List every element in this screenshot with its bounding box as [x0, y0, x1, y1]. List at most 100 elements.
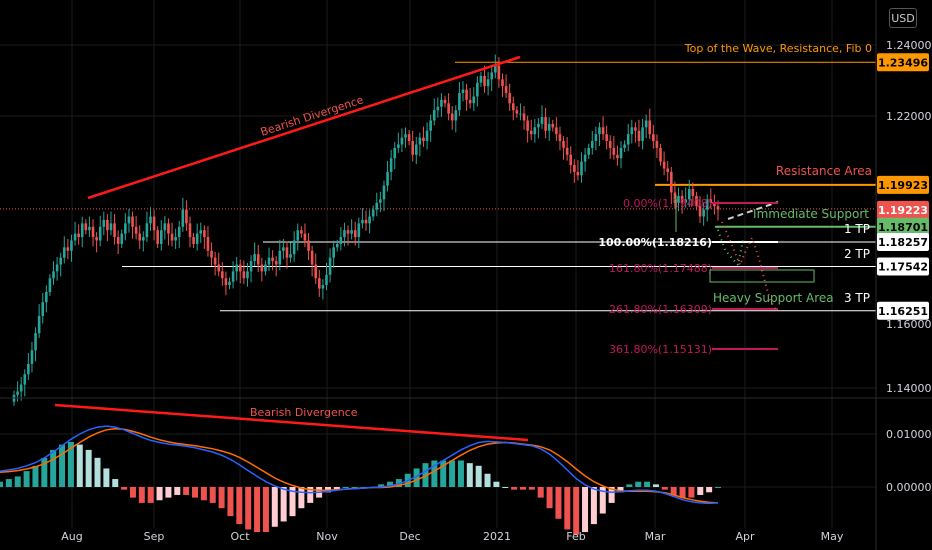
candle-body [637, 130, 641, 142]
candle-body [181, 209, 185, 227]
candle-body [235, 264, 238, 272]
candle-body [695, 195, 698, 207]
candle-body [274, 261, 278, 265]
macd-histogram-bar [59, 444, 66, 487]
candle-body [34, 333, 37, 351]
candle-body [533, 127, 537, 135]
macd-histogram-bar [174, 487, 181, 495]
macd-histogram-bar [165, 487, 172, 498]
candle-body [131, 216, 134, 227]
time-axis-label: Oct [230, 530, 250, 543]
macd-histogram-bar [670, 487, 677, 495]
candle-body [626, 134, 630, 145]
candle-body [346, 230, 350, 234]
candle-body [386, 171, 389, 186]
candle-body [411, 141, 414, 155]
candle-body [289, 254, 292, 258]
macd-histogram-bar [679, 487, 686, 498]
candle-body [580, 161, 583, 176]
candle-body [307, 240, 310, 251]
currency-badge[interactable]: USD [889, 8, 917, 28]
candle-body [508, 93, 511, 104]
fib-level-label: 161.80%(1.17488) [609, 262, 712, 275]
candle-body [59, 257, 62, 265]
candle-body [163, 223, 167, 231]
candle-body [95, 237, 98, 241]
price-tag [877, 301, 929, 320]
candle-body [670, 171, 673, 193]
candle-body [350, 230, 353, 234]
bearish-divergence-trendline [87, 55, 521, 200]
candle-body [630, 127, 634, 135]
macd-histogram-bar [333, 487, 340, 490]
macd-histogram-bar [307, 487, 314, 503]
candle-body [195, 233, 199, 244]
candle-body [590, 141, 594, 148]
candle-body [199, 230, 203, 234]
candle-body [555, 127, 558, 135]
candle-body [264, 264, 267, 272]
macd-histogram-bar [289, 487, 296, 517]
candle-body [655, 141, 659, 148]
candle-body [414, 144, 418, 155]
macd-histogram-bar [413, 468, 420, 487]
macd-histogram-bar [103, 468, 110, 487]
candle-body [389, 158, 393, 172]
macd-histogram-bar [192, 487, 199, 498]
candle-body [45, 291, 48, 303]
candle-body [62, 247, 66, 258]
time-axis-label: May [821, 530, 844, 543]
candle-body [562, 141, 565, 148]
macd-histogram-bar [537, 487, 544, 498]
candle-body [102, 219, 106, 227]
candle-body [77, 233, 80, 238]
candle-body [16, 391, 19, 395]
candle-body [177, 226, 181, 238]
macd-histogram-bar [218, 487, 225, 509]
candle-body [285, 247, 289, 258]
candle-body [303, 233, 307, 241]
macd-histogram-bar [262, 487, 269, 533]
candle-body [608, 141, 612, 148]
candle-body [246, 271, 249, 279]
macd-histogram-bar [582, 487, 589, 533]
candle-body [515, 110, 519, 114]
macd-histogram-bar [254, 487, 261, 533]
macd-histogram-bar [493, 481, 500, 487]
candle-body [594, 134, 598, 142]
candle-body [37, 315, 41, 334]
macd-bearish-divergence-trendline [54, 403, 529, 442]
candle-body [271, 257, 274, 262]
macd-pane[interactable]: 0.01000 0.00000 Bearish Divergence [0, 403, 932, 535]
macd-histogram-bar [519, 487, 526, 490]
candle-body [641, 127, 644, 142]
time-axis-label: Feb [566, 530, 585, 543]
candle-body [30, 350, 34, 364]
macd-histogram-bar [599, 487, 606, 514]
candle-body [260, 264, 264, 272]
candle-body [361, 219, 364, 224]
candle-body [576, 171, 580, 176]
candle-body [526, 120, 529, 131]
candle-body [296, 230, 300, 241]
candlestick-series[interactable] [12, 54, 720, 406]
time-axis[interactable]: Aug Sep Oct Nov Dec 2021 Feb Mar Apr May [61, 530, 844, 543]
candle-body [48, 278, 52, 292]
time-axis-label: Nov [316, 530, 338, 543]
candle-body [461, 89, 465, 94]
candle-body [436, 106, 440, 111]
time-axis-label: Aug [61, 530, 82, 543]
candle-body [623, 144, 626, 148]
macd-histogram-bar [50, 449, 57, 487]
candle-body [343, 230, 346, 238]
candle-body [203, 230, 206, 238]
price-tag-label: 1.18257 [878, 236, 928, 249]
candle-body [601, 127, 605, 135]
candle-body [159, 230, 163, 244]
macd-histogram-bar [271, 487, 278, 527]
candle-body [522, 113, 526, 121]
candle-body [256, 254, 260, 265]
macd-histogram-bar [209, 487, 216, 503]
